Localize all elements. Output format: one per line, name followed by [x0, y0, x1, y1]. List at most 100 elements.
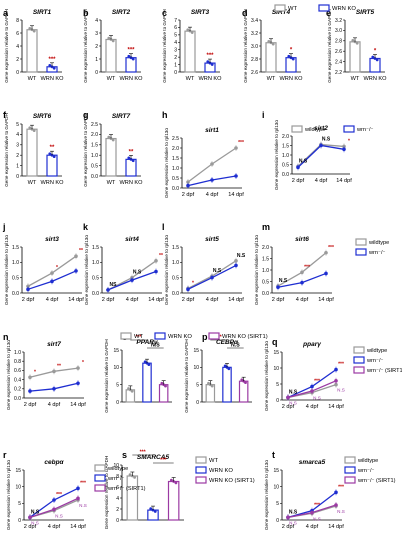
data-point [190, 31, 194, 34]
panel-letter-d: d [242, 8, 248, 18]
significance-label: N.S [237, 253, 246, 259]
data-point [111, 39, 115, 43]
y-axis-label: Gene expression relative to GAPDH [4, 9, 9, 83]
significance-label-sirt1: N.S [289, 520, 297, 525]
panel-letter-p: p [202, 332, 208, 342]
x-tick-label: WRN KO [280, 76, 304, 82]
legend-r-wt-label: wildtype [107, 466, 128, 472]
significance-label: *** [314, 503, 320, 509]
y-tick-label: 1.0 [172, 166, 179, 172]
legend-r-mut-label: wrn⁻/⁻ [107, 476, 125, 482]
data-point [149, 507, 153, 511]
y-tick-label: 0.4 [14, 377, 21, 383]
y-tick-label: 3 [95, 31, 98, 37]
y-axis-label: Gene expression relative to GAPDH [83, 9, 88, 83]
chart-title-o: PPARγ [136, 339, 158, 346]
data-point [371, 55, 375, 59]
legend-h-mut-swatch [343, 125, 355, 133]
x-tick-label: 4 dpf [296, 297, 309, 303]
x-tick-label: 2 dpf [102, 297, 115, 303]
y-tick-label: 4 [95, 18, 98, 24]
x-tick-label: WT [351, 76, 360, 82]
panel-letter-m: m [262, 222, 270, 232]
y-tick-label: 15 [113, 348, 119, 354]
x-tick-label: 4 dpf [206, 192, 219, 198]
significance-label: N.S [279, 278, 288, 284]
legend-o-ko-swatch [154, 332, 166, 340]
y-tick-label: 10 [273, 366, 279, 372]
y-tick-label: 1.5 [92, 245, 99, 251]
significance-label-sirt1: N.S [55, 514, 63, 519]
y-axis-label: Gene expression relative to rpl13α [6, 460, 11, 530]
data-point [244, 381, 247, 384]
significance-label: *** [314, 379, 320, 385]
legend-m-wt-swatch [355, 238, 367, 246]
x-tick-label: 4 dpf [206, 297, 219, 303]
y-tick-label: 15 [273, 468, 279, 474]
data-point [174, 481, 178, 485]
bar-a-0 [26, 29, 38, 73]
legend-o-wt-label: WT [134, 334, 143, 340]
x-tick-label: 14 dpf [328, 404, 344, 410]
significance-label: *** [206, 53, 214, 59]
panel-letter-j: j [2, 222, 6, 232]
y-tick-label: 0.8 [14, 359, 21, 365]
bar-s-2 [167, 480, 180, 521]
y-tick-label: 2.6 [335, 49, 342, 55]
significance-label: ** [159, 253, 163, 259]
significance-label: *** [56, 492, 62, 498]
y-tick-label: 0 [276, 518, 279, 524]
x-tick-label: WRN KO [364, 76, 388, 82]
x-tick-label: WRN KO [199, 76, 223, 82]
y-tick-label: 1.5 [172, 156, 179, 162]
data-point [131, 159, 135, 163]
x-tick-label: 4 dpf [306, 524, 319, 530]
data-point [267, 39, 271, 43]
chart-title-b: SIRT2 [112, 9, 131, 16]
y-tick-label: 0.0 [282, 172, 289, 178]
y-tick-label: 2.0 [91, 132, 98, 138]
significance-label: * [290, 48, 293, 54]
x-tick-label: 14 dpf [228, 297, 244, 303]
y-tick-label: 2 [16, 153, 19, 159]
chart-title-p: CEBPα [216, 339, 239, 346]
significance-label: *** [304, 264, 310, 270]
y-tick-label: 15 [15, 468, 21, 474]
y-tick-label: 0.0 [14, 396, 21, 402]
y-tick-label: 0.5 [91, 163, 98, 169]
panel-letter-k: k [83, 222, 89, 232]
legend-q-sirt1-label: wrn⁻/⁻ (SIRT1) [366, 368, 402, 374]
panel-letter-t: t [272, 450, 275, 460]
y-tick-label: 15 [193, 348, 199, 354]
legend-h-wt-swatch [291, 125, 303, 133]
x-tick-label: 2 dpf [24, 402, 37, 408]
significance-label: * [348, 138, 350, 144]
legend-t-mut-swatch [344, 466, 356, 474]
x-tick-label: 4 dpf [306, 404, 319, 410]
y-tick-label: 0.5 [262, 279, 269, 285]
legend-t-wt-label: wildtype [357, 458, 378, 464]
x-tick-label: 14 dpf [336, 178, 352, 184]
legend-s-wt-label: WT [209, 458, 218, 464]
x-tick-label: 2 dpf [182, 192, 195, 198]
y-tick-label: 1.5 [282, 143, 289, 149]
bar-e-0 [349, 41, 361, 73]
x-tick-label: 4 dpf [126, 297, 139, 303]
panel-letter-l: l [162, 222, 165, 232]
legend-m-mut-swatch [355, 248, 367, 256]
data-point [133, 476, 137, 479]
y-tick-label: 5 [276, 501, 279, 507]
y-tick-label: 1.0 [12, 260, 19, 266]
significance-label-sirt1: N.S [313, 516, 321, 521]
data-point [127, 54, 131, 58]
y-tick-label: 2.5 [172, 136, 179, 142]
chart-title-l: sirt5 [205, 236, 219, 243]
y-axis-label: Gene expression relative to rpl13α [264, 341, 269, 411]
y-tick-label: 0.5 [172, 176, 179, 182]
data-point [169, 478, 173, 482]
y-tick-label: 3.2 [335, 18, 342, 24]
bar-o-2 [158, 384, 169, 403]
chart-title-j: sirt3 [45, 236, 59, 243]
significance-label: N.S [299, 158, 308, 164]
legend-m-mut-label: wrn⁻/⁻ [368, 250, 386, 256]
